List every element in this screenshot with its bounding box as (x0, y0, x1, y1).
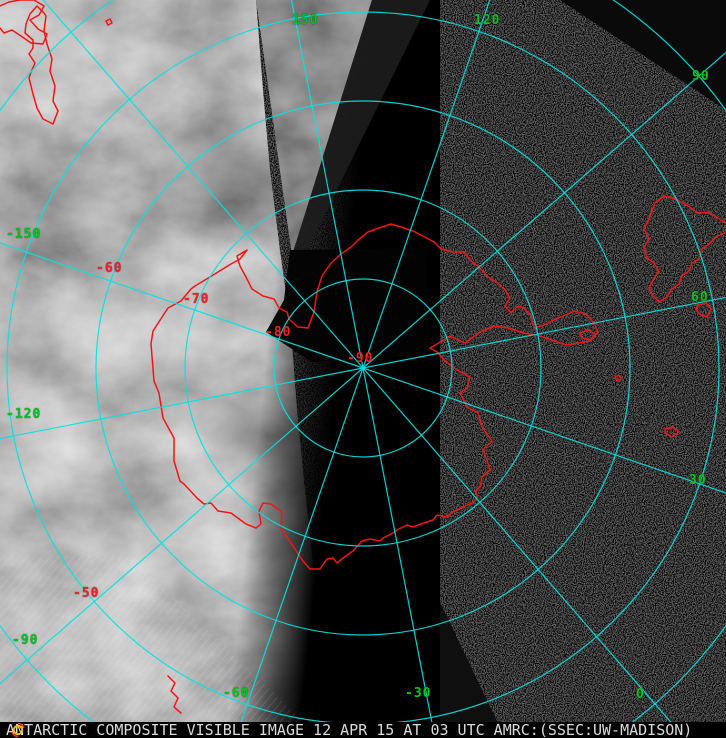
twilight-wedge-faint (292, 0, 430, 265)
meridian-line-150 (290, 0, 364, 369)
meridian-line--150 (0, 242, 364, 369)
meridian-line-120 (362, 0, 491, 369)
meridian-line-30 (362, 367, 726, 494)
new-zealand-north-island (0, 0, 48, 45)
meridian-line-60 (362, 296, 726, 369)
meridian-line--30 (362, 367, 436, 738)
islet-nz-dot (105, 18, 113, 26)
meridian-line-90 (362, 51, 726, 369)
latitude-circle--70 (184, 189, 542, 547)
caption-text: ANTARCTIC COMPOSITE VISIBLE IMAGE 12 APR… (6, 721, 693, 738)
islet-arm-tip (579, 329, 597, 341)
latitude-circle--60 (95, 100, 631, 636)
sunglint-streaks (0, 555, 320, 738)
islet-near-60 (695, 302, 712, 318)
islet-southeast (664, 426, 680, 438)
caption-bar: ANTARCTIC COMPOSITE VISIBLE IMAGE 12 APR… (0, 721, 726, 738)
islet-small-east (614, 374, 622, 382)
islet-balleny (167, 675, 182, 714)
meridian-line--60 (234, 367, 364, 738)
coastline-layer (0, 0, 726, 714)
latitude-circle--80 (273, 278, 453, 458)
meridian-line--120 (0, 367, 364, 440)
meridian-line--90 (0, 367, 364, 685)
kerguelen-region-fragment (643, 195, 726, 303)
new-zealand-south-island (24, 5, 59, 125)
data-gap-wedge (266, 248, 432, 362)
meridian-line-0 (362, 367, 686, 738)
cyclone-marker-icon (11, 722, 25, 738)
swath-seam-topright (560, 0, 726, 110)
meridian-line-180 (42, 0, 364, 369)
antarctica-coastline (150, 223, 599, 570)
